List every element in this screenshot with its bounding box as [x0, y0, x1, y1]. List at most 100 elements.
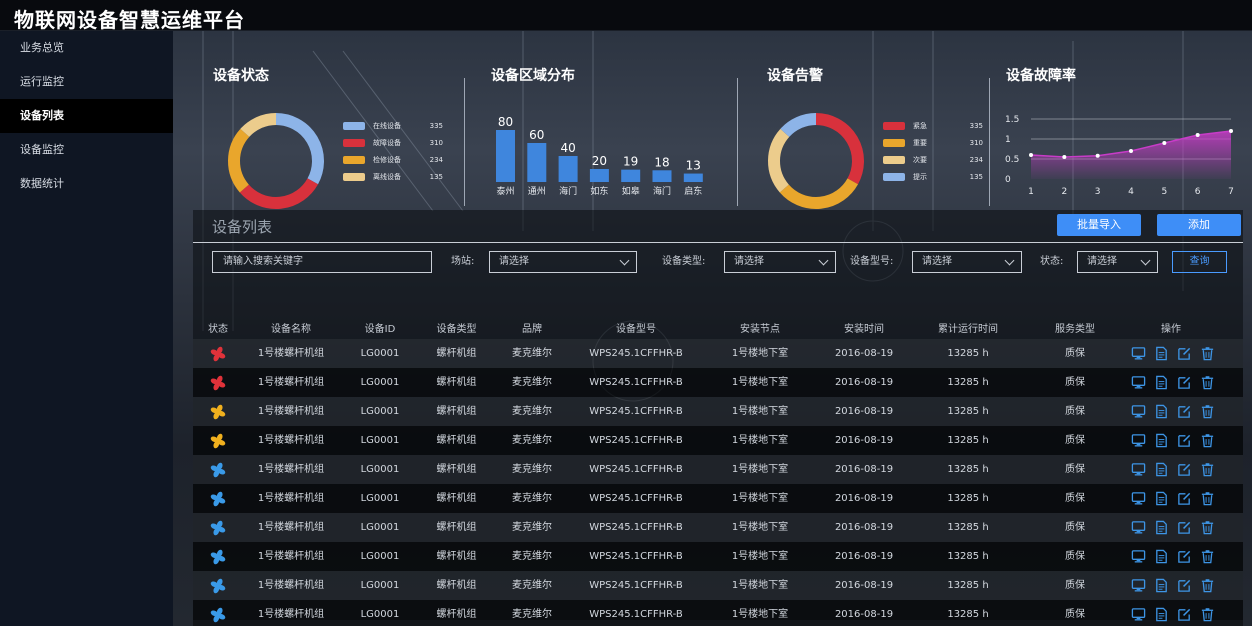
monitor-icon[interactable] — [1131, 404, 1146, 419]
cell-type: 螺杆机组 — [436, 464, 477, 475]
table-row[interactable]: 1号楼螺杆机组 LG0001 螺杆机组 麦克维尔 WPS245.1CFFHR-B 1号楼地… — [193, 397, 1243, 426]
cell-id: LG0001 — [360, 377, 400, 388]
cell-id: LG0001 — [360, 493, 400, 504]
delete-icon[interactable] — [1200, 346, 1215, 361]
bar — [527, 143, 547, 182]
legend-label: 故障设备 — [373, 138, 401, 147]
edit-icon[interactable] — [1177, 520, 1192, 535]
x-tick-label: 3 — [1095, 187, 1101, 197]
edit-icon[interactable] — [1177, 607, 1192, 622]
data-point — [1029, 153, 1033, 157]
monitor-icon[interactable] — [1131, 549, 1146, 564]
status-select[interactable]: 请选择 — [1077, 251, 1158, 273]
document-icon[interactable] — [1154, 433, 1169, 448]
bar — [621, 169, 641, 182]
fan-status-icon — [210, 433, 226, 449]
sidebar-item-statistics[interactable]: 数据统计 — [20, 177, 64, 190]
cell-name: 1号楼螺杆机组 — [257, 406, 325, 417]
bar — [558, 156, 578, 182]
monitor-icon[interactable] — [1131, 433, 1146, 448]
batch-import-button[interactable]: 批量导入 — [1057, 214, 1141, 236]
cell-node: 1号楼地下室 — [731, 551, 789, 562]
monitor-icon[interactable] — [1131, 520, 1146, 535]
cell-node: 1号楼地下室 — [731, 406, 789, 417]
filter-label-status: 状态: — [1040, 256, 1064, 267]
monitor-icon[interactable] — [1131, 346, 1146, 361]
delete-icon[interactable] — [1200, 520, 1215, 535]
cell-model: WPS245.1CFFHR-B — [589, 609, 683, 620]
x-tick-label: 2 — [1061, 187, 1067, 197]
data-point — [1162, 141, 1167, 145]
edit-icon[interactable] — [1177, 462, 1192, 477]
delete-icon[interactable] — [1200, 404, 1215, 419]
sidebar: 业务总览 运行监控 设备列表 设备监控 数据统计 — [0, 31, 173, 626]
cell-model: WPS245.1CFFHR-B — [589, 493, 683, 504]
cell-id: LG0001 — [360, 580, 400, 591]
column-header: 服务类型 — [1055, 324, 1095, 335]
table-row[interactable]: 1号楼螺杆机组 LG0001 螺杆机组 麦克维尔 WPS245.1CFFHR-B 1号楼地… — [193, 368, 1243, 397]
table-row[interactable]: 1号楼螺杆机组 LG0001 螺杆机组 麦克维尔 WPS245.1CFFHR-B 1号楼地… — [193, 339, 1243, 368]
table-row[interactable]: 1号楼螺杆机组 LG0001 螺杆机组 麦克维尔 WPS245.1CFFHR-B 1号楼地… — [193, 571, 1243, 600]
bar-category-label: 如皋 — [622, 185, 640, 197]
edit-icon[interactable] — [1177, 346, 1192, 361]
select-value: 请选择 — [922, 256, 952, 267]
delete-icon[interactable] — [1200, 607, 1215, 622]
search-input[interactable]: 请输入搜索关键字 — [212, 251, 432, 273]
bar-category-label: 如东 — [590, 185, 608, 197]
document-icon[interactable] — [1154, 346, 1169, 361]
region-panel-title: 设备区域分布 — [491, 68, 575, 84]
delete-icon[interactable] — [1200, 491, 1215, 506]
panel-divider — [464, 78, 465, 206]
edit-icon[interactable] — [1177, 404, 1192, 419]
document-icon[interactable] — [1154, 404, 1169, 419]
y-tick-label: 0.5 — [1005, 155, 1019, 165]
station-select[interactable]: 请选择 — [489, 251, 637, 273]
monitor-icon[interactable] — [1131, 462, 1146, 477]
edit-icon[interactable] — [1177, 578, 1192, 593]
query-button[interactable]: 查询 — [1172, 251, 1227, 273]
monitor-icon[interactable] — [1131, 375, 1146, 390]
edit-icon[interactable] — [1177, 491, 1192, 506]
sidebar-item-overview[interactable]: 业务总览 — [20, 41, 64, 54]
cell-date: 2016-08-19 — [834, 493, 894, 504]
delete-icon[interactable] — [1200, 375, 1215, 390]
monitor-icon[interactable] — [1131, 607, 1146, 622]
device-type-select[interactable]: 请选择 — [724, 251, 836, 273]
sidebar-item-device-list[interactable]: 设备列表 — [0, 99, 173, 133]
table-row[interactable]: 1号楼螺杆机组 LG0001 螺杆机组 麦克维尔 WPS245.1CFFHR-B 1号楼地… — [193, 484, 1243, 513]
monitor-icon[interactable] — [1131, 491, 1146, 506]
table-row[interactable]: 1号楼螺杆机组 LG0001 螺杆机组 麦克维尔 WPS245.1CFFHR-B 1号楼地… — [193, 600, 1243, 626]
table-row[interactable]: 1号楼螺杆机组 LG0001 螺杆机组 麦克维尔 WPS245.1CFFHR-B 1号楼地… — [193, 513, 1243, 542]
sidebar-item-run-monitor[interactable]: 运行监控 — [20, 75, 64, 88]
edit-icon[interactable] — [1177, 549, 1192, 564]
cell-runtime: 13285 h — [947, 522, 989, 533]
device-model-select[interactable]: 请选择 — [912, 251, 1022, 273]
fan-status-icon — [210, 549, 226, 565]
table-row[interactable]: 1号楼螺杆机组 LG0001 螺杆机组 麦克维尔 WPS245.1CFFHR-B 1号楼地… — [193, 426, 1243, 455]
data-point — [1129, 149, 1133, 153]
document-icon[interactable] — [1154, 578, 1169, 593]
delete-icon[interactable] — [1200, 549, 1215, 564]
document-icon[interactable] — [1154, 549, 1169, 564]
x-tick-label: 6 — [1195, 187, 1201, 197]
delete-icon[interactable] — [1200, 578, 1215, 593]
edit-icon[interactable] — [1177, 375, 1192, 390]
table-row[interactable]: 1号楼螺杆机组 LG0001 螺杆机组 麦克维尔 WPS245.1CFFHR-B 1号楼地… — [193, 542, 1243, 571]
document-icon[interactable] — [1154, 491, 1169, 506]
add-button[interactable]: 添加 — [1157, 214, 1241, 236]
cell-model: WPS245.1CFFHR-B — [589, 580, 683, 591]
monitor-icon[interactable] — [1131, 578, 1146, 593]
cell-date: 2016-08-19 — [834, 609, 894, 620]
document-icon[interactable] — [1154, 462, 1169, 477]
delete-icon[interactable] — [1200, 433, 1215, 448]
delete-icon[interactable] — [1200, 462, 1215, 477]
sidebar-item-device-monitor[interactable]: 设备监控 — [20, 143, 64, 156]
cell-model: WPS245.1CFFHR-B — [589, 551, 683, 562]
legend-item: 离线设备 135 — [343, 168, 443, 185]
document-icon[interactable] — [1154, 607, 1169, 622]
document-icon[interactable] — [1154, 520, 1169, 535]
table-row[interactable]: 1号楼螺杆机组 LG0001 螺杆机组 麦克维尔 WPS245.1CFFHR-B 1号楼地… — [193, 455, 1243, 484]
document-icon[interactable] — [1154, 375, 1169, 390]
legend-value: 335 — [429, 121, 443, 130]
edit-icon[interactable] — [1177, 433, 1192, 448]
